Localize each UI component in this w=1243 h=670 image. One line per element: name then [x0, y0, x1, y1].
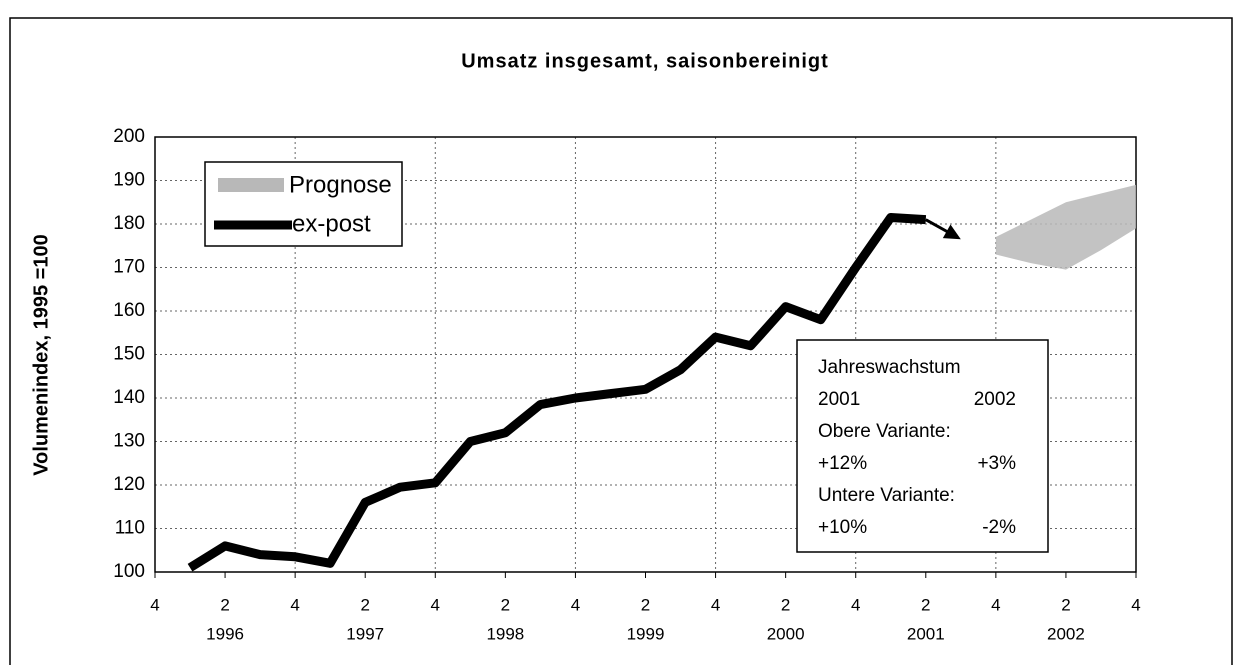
y-axis-label: Volumenindex, 1995 =100	[30, 234, 52, 475]
x-tick-label: 2	[360, 595, 369, 614]
annotation-text: 2002	[974, 389, 1016, 410]
forecast-band	[995, 184, 1136, 270]
year-label: 2002	[1047, 624, 1085, 643]
y-tick-label: 150	[113, 344, 145, 365]
x-tick-label: 4	[851, 595, 860, 614]
legend-swatch	[218, 178, 284, 192]
x-tick-label: 4	[1131, 595, 1140, 614]
x-tick-label: 4	[991, 595, 1000, 614]
annotation-text: +10%	[818, 517, 867, 538]
annotation-box	[796, 339, 1049, 553]
x-tick-label: 2	[1061, 595, 1070, 614]
annotation-text: Obere Variante:	[818, 421, 951, 442]
x-tick-label: 2	[501, 595, 510, 614]
year-label: 1996	[206, 624, 244, 643]
frame	[9, 17, 1233, 670]
annotation-text: -2%	[982, 517, 1016, 538]
year-label: 2000	[767, 624, 805, 643]
y-tick-label: 120	[113, 474, 145, 495]
plot-area	[154, 136, 1137, 573]
y-tick-label: 200	[113, 126, 145, 147]
annotation-text: 2001	[818, 389, 860, 410]
legend-label: ex-post	[292, 210, 371, 237]
year-label: 1998	[486, 624, 524, 643]
y-tick-label: 110	[115, 518, 145, 539]
year-label: 1999	[627, 624, 665, 643]
annotation-text: Untere Variante:	[818, 485, 955, 506]
x-tick-label: 4	[431, 595, 440, 614]
year-label: 1997	[346, 624, 384, 643]
x-tick-label: 4	[711, 595, 720, 614]
y-tick-label: 180	[113, 213, 145, 234]
y-tick-label: 190	[113, 170, 145, 191]
x-tick-label: 4	[150, 595, 159, 614]
x-tick-label: 4	[290, 595, 299, 614]
x-tick-label: 2	[781, 595, 790, 614]
x-tick-label: 2	[220, 595, 229, 614]
annotation-text: +12%	[818, 453, 867, 474]
y-tick-label: 140	[113, 387, 145, 408]
y-tick-label: 170	[113, 257, 145, 278]
chart-title: Umsatz insgesamt, saisonbereinigt	[461, 50, 829, 72]
arrow-shaft	[925, 218, 952, 235]
x-tick-label: 4	[571, 595, 580, 614]
y-tick-label: 130	[113, 431, 145, 452]
annotation-text: +3%	[977, 453, 1016, 474]
x-tick-label: 2	[641, 595, 650, 614]
year-label: 2001	[907, 624, 945, 643]
legend-label: Prognose	[289, 171, 392, 198]
legend-box	[204, 161, 403, 247]
y-tick-label: 160	[113, 300, 145, 321]
x-tick-label: 2	[921, 595, 930, 614]
ex-post-line	[187, 212, 927, 572]
y-tick-label: 100	[113, 561, 145, 582]
annotation-text: Jahreswachstum	[818, 357, 961, 378]
arrow-head	[942, 224, 961, 240]
